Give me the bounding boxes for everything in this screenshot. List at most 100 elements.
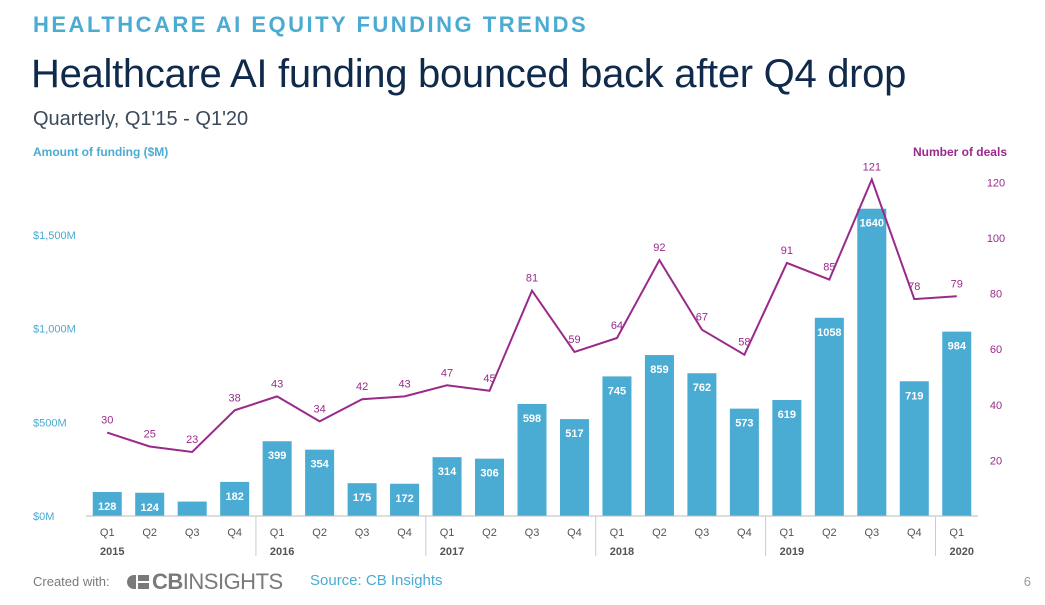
right-tick-label: 40 [990,400,1002,412]
deals-label: 85 [823,262,835,274]
deals-label: 79 [951,278,963,290]
funding-bar [772,400,802,516]
year-label: 2020 [950,546,974,558]
quarter-label: Q3 [355,527,370,539]
funding-bar [177,501,207,516]
left-axis-ticks: $0M $500M $1,000M $1,500M [33,230,76,523]
left-tick-label: $1,500M [33,230,76,242]
right-tick-label: 20 [990,455,1002,467]
year-label: 2017 [440,546,464,558]
cb-insights-logo: CBINSIGHTS [127,569,283,595]
funding-bar [559,419,589,516]
right-axis-ticks: 20 40 60 80 100 120 [987,177,1005,467]
funding-bar [814,317,844,516]
funding-bar-label: 745 [608,385,626,397]
funding-bar-label: 314 [438,466,457,478]
quarter-label: Q3 [185,527,200,539]
deals-label: 25 [144,428,156,440]
funding-bar [602,376,632,516]
funding-bar [644,355,674,516]
quarter-label: Q3 [695,527,710,539]
deals-label: 38 [229,392,241,404]
deals-line-group [106,176,957,454]
cb-logo-icon [127,573,149,591]
left-tick-label: $1,000M [33,324,76,336]
quarter-label: Q1 [610,527,625,539]
right-tick-label: 120 [987,177,1005,189]
deals-label: 59 [568,334,580,346]
funding-bar [135,492,165,516]
right-tick-label: 80 [990,289,1002,301]
funding-bar-label: 124 [141,502,160,514]
chart-title: Healthcare AI funding bounced back after… [31,52,907,96]
deals-label: 91 [781,245,793,257]
funding-bar [475,458,505,516]
right-tick-label: 60 [990,344,1002,356]
quarter-label: Q2 [142,527,157,539]
deals-label: 81 [526,273,538,285]
quarter-label: Q3 [864,527,879,539]
logo-cb-text: CB [152,569,183,594]
quarter-label: Q1 [780,527,795,539]
funding-bar-label: 573 [735,418,753,430]
left-tick-label: $500M [33,417,67,429]
deals-label: 67 [696,312,708,324]
right-axis-title: Number of deals [912,145,1007,159]
page-number: 6 [1023,574,1031,589]
deals-line [106,176,957,454]
funding-bar [92,492,122,516]
chart-kicker: HEALTHCARE AI EQUITY FUNDING TRENDS [33,12,589,37]
source-link[interactable]: Source: CB Insights [310,572,443,589]
deals-label: 43 [398,378,410,390]
funding-bar-label: 1058 [817,327,841,339]
funding-bar-label: 762 [693,382,711,394]
year-label: 2018 [610,546,634,558]
funding-bar [857,208,887,516]
funding-bar-label: 719 [905,390,923,402]
funding-bar-label: 859 [650,364,668,376]
funding-bar-label: 1640 [860,218,884,230]
quarter-label: Q1 [949,527,964,539]
deals-label: 58 [738,337,750,349]
funding-bar [517,403,547,516]
right-tick-label: 100 [987,233,1005,245]
deals-label: 43 [271,378,283,390]
deals-label: 45 [483,373,495,385]
funding-bar [220,481,250,516]
quarter-label: Q2 [482,527,497,539]
deals-label: 23 [186,434,198,446]
quarter-label: Q4 [567,527,582,539]
funding-bar [347,483,377,516]
funding-bar-label: 399 [268,450,286,462]
funding-bar-label: 598 [523,413,541,425]
funding-bar-label: 619 [778,409,796,421]
x-axis: Q1 Q2 Q3 Q4 Q1 Q2 Q3 Q4 Q1 Q2 Q3 Q4 Q1 Q2 Q3 Q4 Q1 Q2 Q3 Q4… [86,515,978,558]
funding-bar-labels: 128 124 182 399 354 175 172 314 306 598 517 745 859 7… [98,218,967,514]
quarter-label: Q4 [227,527,242,539]
quarter-label: Q2 [312,527,327,539]
deals-label: 47 [441,367,453,379]
chart-subtitle: Quarterly, Q1'15 - Q1'20 [33,108,249,130]
quarter-label: Q4 [907,527,922,539]
left-tick-label: $0M [33,511,54,523]
left-axis-title: Amount of funding ($M) [33,145,169,159]
funding-bar-label: 984 [948,341,967,353]
funding-bar [305,449,335,516]
funding-bars [92,208,972,516]
logo-insights-text: INSIGHTS [182,569,283,594]
year-label: 2016 [270,546,294,558]
deals-label: 42 [356,381,368,393]
quarter-label: Q4 [397,527,412,539]
deals-label: 64 [611,320,623,332]
funding-bar-label: 354 [310,459,329,471]
funding-bar-label: 128 [98,501,116,513]
year-label: 2019 [780,546,804,558]
quarter-label: Q2 [652,527,667,539]
funding-bar [687,373,717,516]
funding-bar-label: 172 [395,493,413,505]
created-with-label: Created with: [33,574,110,589]
funding-bar [729,408,759,516]
quarter-label: Q1 [270,527,285,539]
quarter-label: Q2 [822,527,837,539]
